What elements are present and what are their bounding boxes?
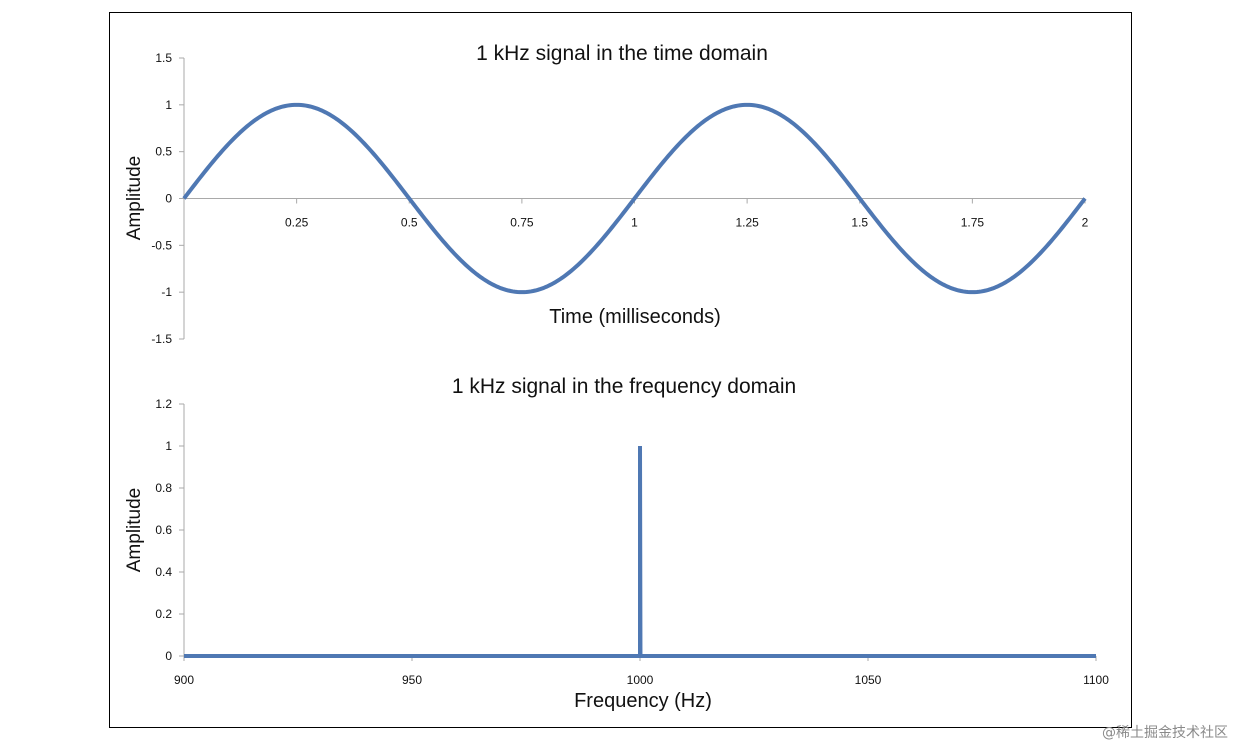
freq-chart-series bbox=[184, 445, 1096, 658]
time-x-tick-label: 0.5 bbox=[401, 216, 418, 230]
freq-x-tick-label: 1050 bbox=[855, 673, 882, 687]
time-chart-xlabel: Time (milliseconds) bbox=[549, 306, 721, 328]
time-chart-title: 1 kHz signal in the time domain bbox=[476, 42, 768, 65]
time-y-tick-label: 1.5 bbox=[155, 51, 172, 65]
time-x-tick-label: 1.25 bbox=[735, 216, 759, 230]
freq-y-tick-label: 0.8 bbox=[155, 481, 172, 495]
time-x-tick-label: 1.5 bbox=[851, 216, 868, 230]
time-x-tick-label: 0.75 bbox=[510, 216, 534, 230]
time-y-tick-label: 0 bbox=[165, 192, 172, 206]
time-chart-ylabel: Amplitude bbox=[124, 156, 145, 241]
freq-x-tick-label: 1100 bbox=[1083, 673, 1109, 687]
frequency-domain-chart: 1 kHz signal in the frequency domain Amp… bbox=[124, 375, 1109, 712]
freq-x-tick-label: 900 bbox=[174, 673, 194, 687]
time-y-tick-label: -1.5 bbox=[151, 332, 172, 346]
freq-y-tick-label: 0.6 bbox=[155, 523, 172, 537]
time-domain-chart: 1 kHz signal in the time domain Amplitud… bbox=[124, 42, 1089, 346]
time-chart-series bbox=[182, 102, 1087, 295]
watermark-text: @稀土掘金技术社区 bbox=[1102, 725, 1228, 741]
time-y-tick-label: -1 bbox=[161, 285, 172, 299]
freq-y-tick-label: 1.2 bbox=[155, 397, 172, 411]
figure-frame bbox=[109, 12, 1132, 728]
time-x-tick-label: 2 bbox=[1082, 216, 1089, 230]
freq-y-tick-label: 0.4 bbox=[155, 565, 172, 579]
freq-x-tick-label: 950 bbox=[402, 673, 422, 687]
time-x-tick-label: 0.25 bbox=[285, 216, 309, 230]
freq-spectrum-line bbox=[184, 445, 1096, 658]
time-y-tick-label: 0.5 bbox=[155, 145, 172, 159]
freq-chart-title: 1 kHz signal in the frequency domain bbox=[452, 375, 796, 398]
time-y-tick-label: -0.5 bbox=[151, 238, 172, 252]
time-sine-line bbox=[182, 102, 1087, 295]
time-chart-ticks: 1.5 1 0.5 0 -0.5 -1 -1.5 0.25 0.5 0.75 1 1.25 1.5 1.7… bbox=[151, 51, 1088, 346]
time-x-tick-label: 1.75 bbox=[961, 216, 985, 230]
freq-x-tick-label: 1000 bbox=[627, 673, 654, 687]
freq-chart-ylabel: Amplitude bbox=[124, 488, 145, 573]
freq-y-tick-label: 0.2 bbox=[155, 607, 172, 621]
freq-y-tick-label: 1 bbox=[165, 439, 172, 453]
time-y-tick-label: 1 bbox=[165, 98, 172, 112]
time-x-tick-label: 1 bbox=[631, 216, 638, 230]
freq-y-tick-label: 0 bbox=[165, 649, 172, 663]
freq-chart-xlabel: Frequency (Hz) bbox=[574, 690, 712, 712]
